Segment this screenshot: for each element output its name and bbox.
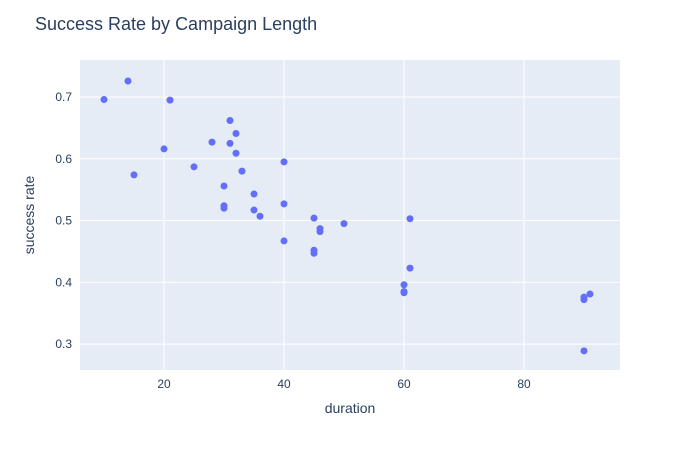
data-point[interactable] bbox=[256, 212, 264, 220]
data-point[interactable] bbox=[310, 249, 318, 257]
y-tick-label: 0.6 bbox=[55, 152, 72, 166]
data-point[interactable] bbox=[232, 129, 240, 137]
x-gridlines bbox=[163, 60, 525, 370]
x-tick-label: 80 bbox=[517, 377, 531, 391]
data-points bbox=[100, 77, 594, 355]
data-point[interactable] bbox=[130, 171, 138, 179]
y-tick-labels: 0.3 0.4 0.5 0.6 0.7 bbox=[55, 90, 72, 351]
x-tick-labels: 20 40 60 80 bbox=[157, 377, 531, 391]
data-point[interactable] bbox=[238, 167, 246, 175]
data-point[interactable] bbox=[580, 296, 588, 304]
data-point[interactable] bbox=[100, 96, 108, 104]
data-point[interactable] bbox=[406, 264, 414, 272]
data-point[interactable] bbox=[400, 289, 408, 297]
data-point[interactable] bbox=[586, 290, 594, 298]
data-point[interactable] bbox=[190, 163, 198, 171]
data-point[interactable] bbox=[250, 206, 258, 214]
data-point[interactable] bbox=[280, 237, 288, 245]
data-point[interactable] bbox=[340, 220, 348, 228]
x-axis-title: duration bbox=[325, 400, 376, 416]
data-point[interactable] bbox=[280, 158, 288, 166]
data-point[interactable] bbox=[400, 281, 408, 289]
plot-area bbox=[80, 60, 620, 370]
data-point[interactable] bbox=[316, 228, 324, 236]
y-axis-title: success rate bbox=[21, 175, 37, 254]
data-point[interactable] bbox=[220, 204, 228, 212]
data-point[interactable] bbox=[580, 347, 588, 355]
data-point[interactable] bbox=[232, 149, 240, 157]
data-point[interactable] bbox=[124, 77, 132, 85]
data-point[interactable] bbox=[226, 139, 234, 147]
y-tick-label: 0.3 bbox=[55, 337, 72, 351]
x-tick-label: 20 bbox=[157, 377, 171, 391]
data-point[interactable] bbox=[166, 96, 174, 104]
chart-title: Success Rate by Campaign Length bbox=[35, 14, 317, 34]
data-point[interactable] bbox=[280, 200, 288, 208]
x-tick-label: 40 bbox=[277, 377, 291, 391]
data-point[interactable] bbox=[310, 214, 318, 222]
y-tick-label: 0.4 bbox=[55, 275, 72, 289]
data-point[interactable] bbox=[160, 145, 168, 153]
x-tick-label: 60 bbox=[397, 377, 411, 391]
data-point[interactable] bbox=[250, 190, 258, 198]
data-point[interactable] bbox=[208, 138, 216, 146]
data-point[interactable] bbox=[406, 215, 414, 223]
y-tick-label: 0.5 bbox=[55, 214, 72, 228]
data-point[interactable] bbox=[220, 182, 228, 190]
data-point[interactable] bbox=[226, 117, 234, 125]
y-tick-label: 0.7 bbox=[55, 90, 72, 104]
